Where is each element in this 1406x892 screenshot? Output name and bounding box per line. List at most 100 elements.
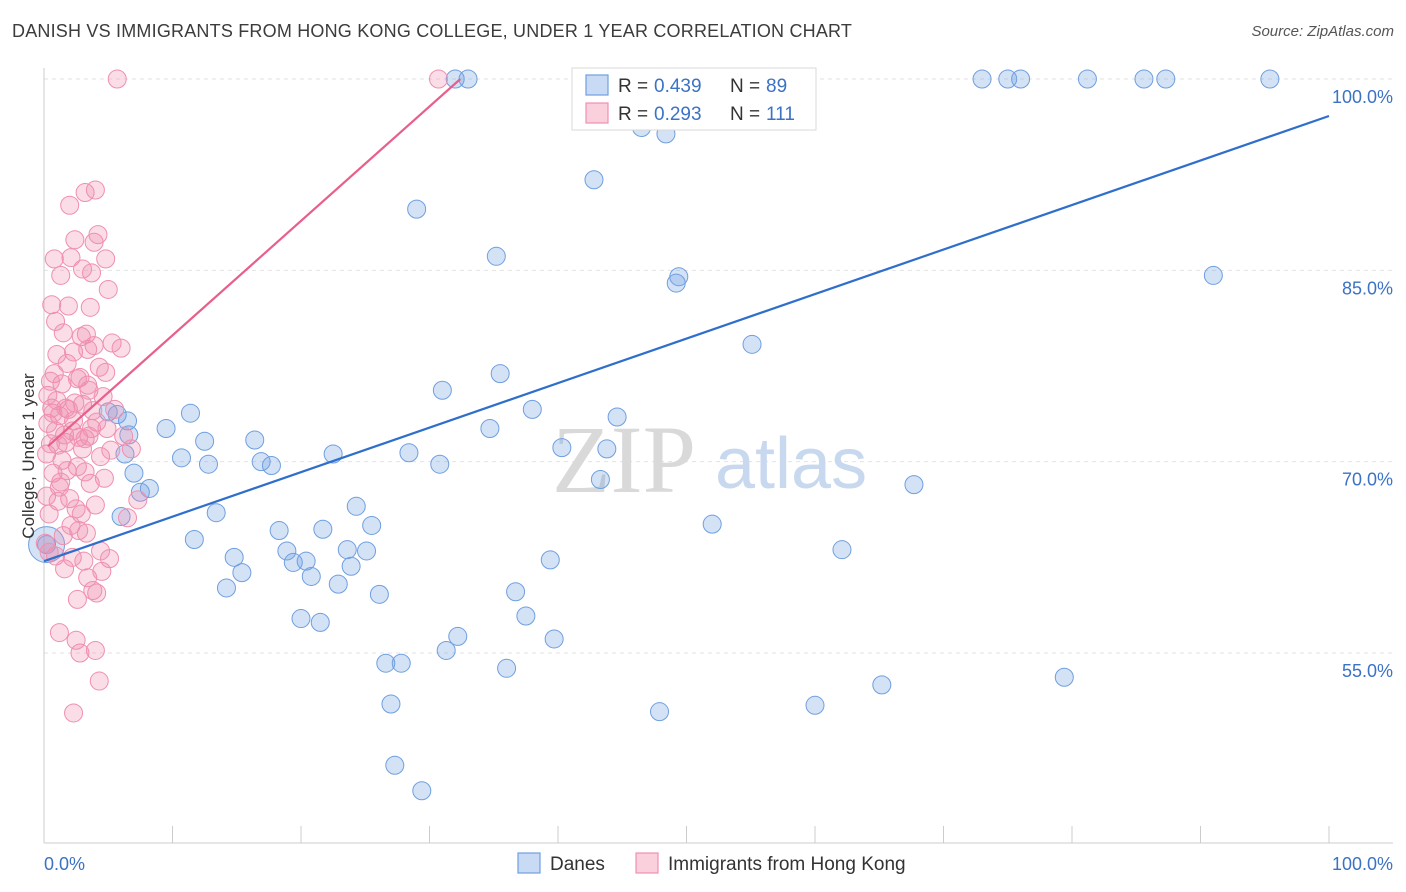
danes-point bbox=[391, 653, 411, 673]
danes-point bbox=[369, 584, 389, 604]
danes-point bbox=[180, 403, 200, 423]
hk-point bbox=[94, 468, 114, 488]
danes-point bbox=[124, 463, 144, 483]
legend-n-label-danes: N = bbox=[730, 76, 760, 97]
legend-bottom-swatch-hk bbox=[635, 852, 659, 874]
hk-point bbox=[44, 249, 64, 269]
danes-point bbox=[399, 443, 419, 463]
danes-point bbox=[506, 582, 526, 602]
danes-point bbox=[584, 170, 604, 190]
hk-point bbox=[105, 399, 125, 419]
danes-point bbox=[139, 478, 159, 498]
hk-point bbox=[85, 495, 105, 515]
danes-point bbox=[742, 334, 762, 354]
danes-point bbox=[261, 455, 281, 475]
hk-point bbox=[73, 439, 93, 459]
danes-point bbox=[872, 675, 892, 695]
danes-point bbox=[118, 411, 138, 431]
legend-bottom-label-hk: Immigrants from Hong Kong bbox=[668, 854, 906, 875]
hk-point bbox=[111, 338, 131, 358]
hk-point bbox=[64, 703, 84, 723]
danes-point bbox=[1011, 69, 1031, 89]
hk-point bbox=[43, 403, 63, 423]
hk-point bbox=[83, 401, 103, 421]
hk-point bbox=[76, 523, 96, 543]
legend-n-value-danes: 89 bbox=[766, 76, 787, 97]
danes-point bbox=[224, 547, 244, 567]
danes-point bbox=[805, 695, 825, 715]
danes-point bbox=[480, 419, 500, 439]
hk-point bbox=[80, 473, 100, 493]
danes-point bbox=[972, 69, 992, 89]
hk-point bbox=[60, 195, 80, 215]
legend-bottom-label-danes: Danes bbox=[550, 854, 605, 875]
hk-point bbox=[64, 411, 84, 431]
danes-point bbox=[650, 702, 670, 722]
danes-point bbox=[296, 551, 316, 571]
danes-point bbox=[313, 519, 333, 539]
hk-point bbox=[51, 265, 71, 285]
hk-point bbox=[121, 439, 141, 459]
y-tick-label: 85.0% bbox=[1342, 278, 1393, 298]
hk-point bbox=[52, 374, 72, 394]
hk-point bbox=[61, 248, 81, 268]
hk-trend-line bbox=[47, 78, 462, 448]
danes-point bbox=[301, 566, 321, 586]
legend-bottom-swatch-danes bbox=[517, 852, 541, 874]
danes-point bbox=[669, 267, 689, 287]
danes-point bbox=[430, 454, 450, 474]
hk-point bbox=[53, 526, 73, 546]
legend-r-label-hk: R = bbox=[618, 104, 648, 125]
hk-point bbox=[118, 508, 138, 528]
hk-point bbox=[64, 342, 84, 362]
danes-point bbox=[832, 540, 852, 560]
danes-point bbox=[269, 521, 289, 541]
hk-point bbox=[128, 490, 148, 510]
hk-points bbox=[35, 69, 448, 723]
danes-point bbox=[904, 475, 924, 495]
hk-point bbox=[102, 333, 122, 353]
hk-point bbox=[58, 296, 78, 316]
danes-point bbox=[432, 380, 452, 400]
hk-point bbox=[38, 413, 58, 433]
danes-point bbox=[544, 629, 564, 649]
hk-point bbox=[88, 225, 108, 245]
source-label: Source: ZipAtlas.com bbox=[1251, 23, 1394, 40]
legend-n-label-hk: N = bbox=[730, 104, 760, 125]
y-tick-label: 100.0% bbox=[1332, 87, 1393, 107]
hk-point bbox=[82, 263, 102, 283]
hk-point bbox=[85, 640, 105, 660]
hk-point bbox=[101, 440, 121, 460]
hk-point bbox=[87, 583, 107, 603]
danes-point bbox=[607, 407, 627, 427]
hk-point bbox=[38, 385, 58, 405]
danes-point bbox=[486, 246, 506, 266]
danes-point bbox=[171, 448, 191, 468]
hk-point bbox=[66, 630, 86, 650]
hk-point bbox=[55, 559, 75, 579]
watermark-atlas: atlas bbox=[715, 424, 867, 504]
hk-point bbox=[91, 447, 111, 467]
hk-point bbox=[48, 491, 68, 511]
danes-point bbox=[245, 430, 265, 450]
danes-point bbox=[552, 438, 572, 458]
danes-point bbox=[107, 404, 127, 424]
danes-point bbox=[497, 658, 517, 678]
legend-bottom: Danes Immigrants from Hong Kong bbox=[517, 852, 906, 875]
danes-point bbox=[232, 563, 252, 583]
danes-point bbox=[1156, 69, 1176, 89]
watermark-zip: ZIP bbox=[552, 406, 696, 513]
hk-point bbox=[89, 671, 109, 691]
hk-point bbox=[85, 180, 105, 200]
hk-point bbox=[44, 364, 64, 384]
hk-point bbox=[96, 249, 116, 269]
hk-point bbox=[78, 568, 98, 588]
danes-point bbox=[448, 626, 468, 646]
hk-point bbox=[42, 295, 62, 315]
danes-point bbox=[590, 470, 610, 490]
y-axis-tick-labels: 55.0% 70.0% 85.0% 100.0% bbox=[1332, 87, 1393, 681]
danes-point bbox=[357, 541, 377, 561]
danes-point bbox=[540, 550, 560, 570]
hk-point bbox=[69, 521, 89, 541]
